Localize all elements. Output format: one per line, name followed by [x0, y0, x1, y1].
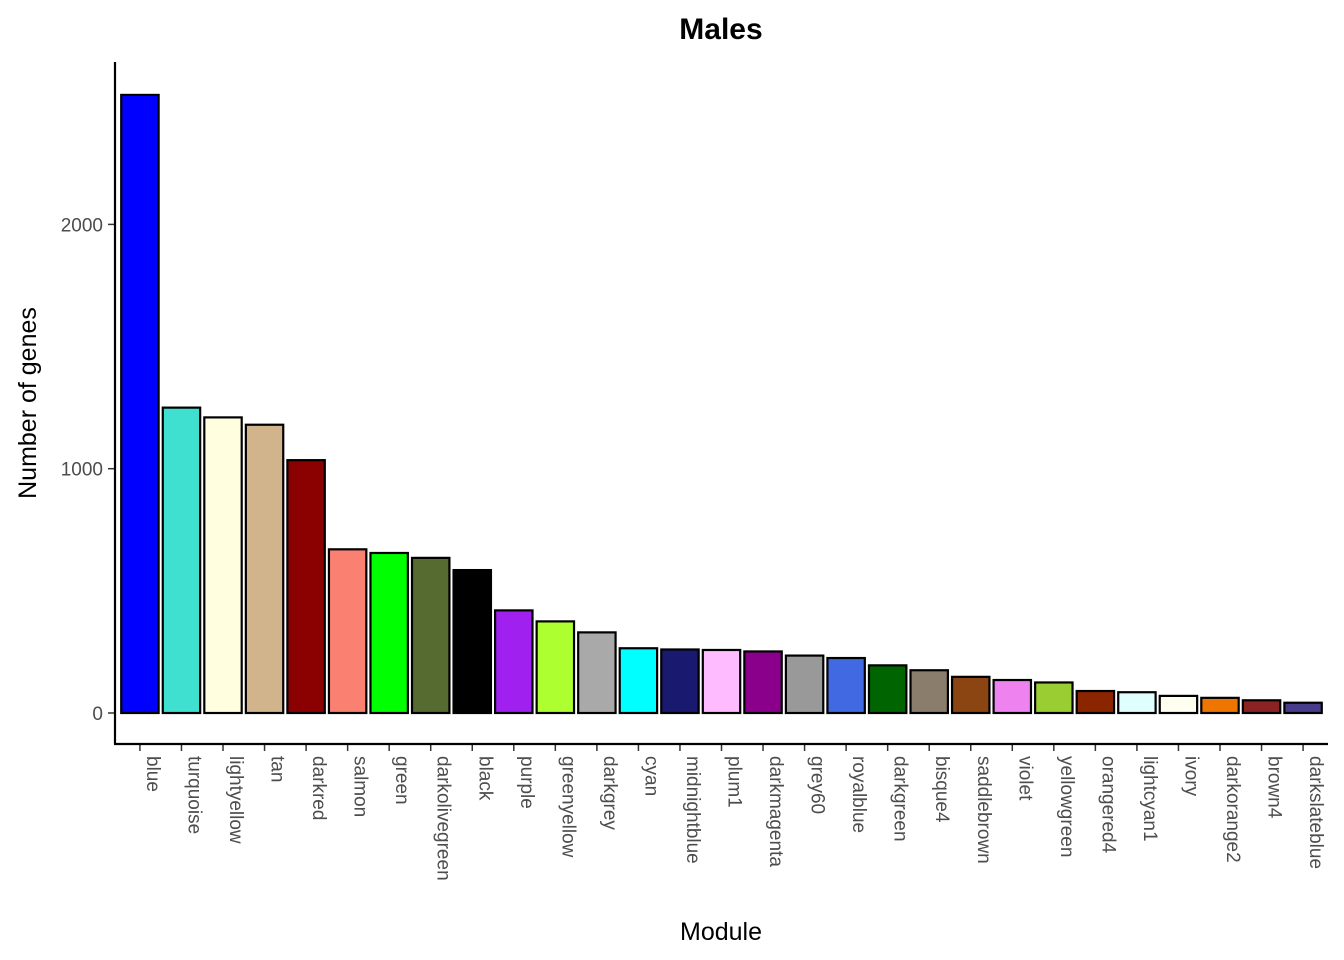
bar-lightyellow [203, 416, 243, 715]
bar-purple [494, 609, 534, 715]
x-tick-label: darkolivegreen [433, 756, 454, 881]
x-tick-label: orangered4 [1097, 756, 1118, 854]
y-tick-label: 0 [92, 704, 103, 725]
x-tick-label: darkslateblue [1305, 756, 1326, 869]
chart-title: Males [679, 13, 762, 46]
bar-orangered4 [1075, 689, 1116, 715]
y-axis-title: Number of genes [14, 307, 42, 499]
bar-greenyellow [535, 620, 576, 715]
bar-tan [244, 423, 285, 715]
x-tick-label: brown4 [1264, 756, 1285, 819]
x-tick-label: midnightblue [682, 756, 703, 864]
x-tick-label: ivory [1180, 756, 1201, 797]
x-tick-label: blue [142, 756, 163, 792]
x-tick-label: black [474, 756, 495, 801]
x-tick-label: darkred [308, 756, 329, 820]
bar-darkred [286, 459, 326, 715]
bar-darkgrey [577, 631, 617, 715]
bars-group [120, 93, 1323, 715]
x-tick-label: saddlebrown [973, 756, 994, 864]
bar-turquoise [161, 406, 202, 715]
bar-darkslateblue [1283, 701, 1323, 715]
y-axis-ticks: 0 1000 2000 [61, 215, 115, 725]
x-tick-label: violet [1014, 756, 1035, 801]
bar-plum1 [701, 648, 742, 715]
x-tick-label: lightcyan1 [1139, 756, 1160, 842]
x-tick-label: lightyellow [225, 756, 246, 844]
bar-yellowgreen [1034, 681, 1074, 715]
y-tick-label: 1000 [61, 460, 103, 481]
x-axis-ticks: blue turquoise lightyellow tan darkred salmon… [139, 744, 1326, 881]
bar-salmon [327, 548, 368, 715]
x-tick-label: bisque4 [931, 756, 952, 823]
x-tick-label: green [391, 756, 412, 805]
bar-darkgreen [867, 664, 908, 715]
x-axis-title: Module [680, 918, 762, 946]
bar-bisque4 [909, 669, 950, 715]
x-tick-label: greenyellow [557, 756, 578, 858]
bar-midnightblue [660, 648, 700, 715]
bar-brown4 [1241, 699, 1282, 715]
bar-violet [992, 678, 1033, 715]
bar-royalblue [826, 656, 866, 715]
x-tick-label: purple [516, 756, 537, 809]
x-tick-label: darkgreen [890, 756, 911, 842]
x-tick-label: royalblue [848, 756, 869, 833]
x-tick-label: salmon [350, 756, 371, 817]
x-tick-label: grey60 [807, 756, 828, 814]
bar-darkorange2 [1200, 696, 1240, 715]
x-tick-label: turquoise [183, 756, 204, 834]
x-tick-label: tan [267, 756, 288, 782]
bar-saddlebrown [950, 675, 991, 715]
x-tick-label: plum1 [724, 756, 745, 808]
bar-green [369, 551, 409, 715]
bar-darkmagenta [743, 650, 783, 715]
bar-cyan [618, 647, 659, 715]
bar-grey60 [784, 654, 825, 715]
bar-darkolivegreen [410, 556, 451, 715]
x-tick-label: yellowgreen [1056, 756, 1077, 857]
x-tick-label: cyan [640, 756, 661, 796]
x-tick-label: darkorange2 [1222, 756, 1243, 863]
bar-ivory [1158, 694, 1199, 715]
x-tick-label: darkgrey [599, 756, 620, 830]
bar-lightcyan1 [1117, 691, 1157, 715]
bar-blue [120, 93, 160, 715]
bar-black [452, 568, 493, 715]
x-tick-label: darkmagenta [765, 756, 786, 867]
y-tick-label: 2000 [61, 215, 103, 236]
